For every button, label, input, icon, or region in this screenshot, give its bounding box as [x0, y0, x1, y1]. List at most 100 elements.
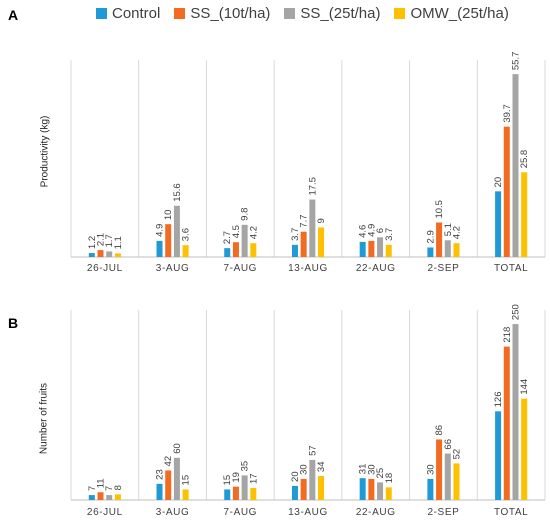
panel-a-data-label: 4.9 [155, 224, 166, 237]
panel-a-x-tick-label: 7-AUG [224, 263, 258, 274]
panel-b-data-label: 218 [502, 327, 513, 343]
panel-a-x-tick-label: 13-AUG [288, 263, 328, 274]
panel-a-data-label: 2.7 [222, 231, 233, 244]
panel-a-bar [368, 240, 375, 257]
legend-label-ss-10: SS_(10t/ha) [190, 5, 271, 22]
panel-b-bar [385, 487, 392, 500]
panel-b-bar [97, 492, 104, 500]
panel-a-bar [232, 242, 239, 257]
panel-b-bar [165, 470, 172, 500]
panel-a-bar [173, 205, 180, 257]
panel-b-data-label: 60 [172, 443, 183, 454]
panel-b-bar [359, 478, 366, 500]
panel-b-data-label: 18 [384, 473, 395, 484]
panel-a-x-tick-label: 3-AUG [156, 263, 190, 274]
panel-a-bar [241, 224, 248, 257]
panel-b-data-label: 30 [299, 464, 310, 475]
panel-b-data-label: 15 [222, 475, 233, 486]
panel-a-data-label: 5.1 [443, 223, 454, 236]
panel-b-bar [444, 453, 451, 500]
panel-a-data-label: 9.8 [240, 208, 251, 221]
chart-legend: Control SS_(10t/ha) SS_(25t/ha) OMW_(25t… [96, 5, 509, 22]
panel-a-data-label: 4.5 [231, 225, 242, 238]
panel-a-bar [291, 244, 298, 257]
panel-b-data-label: 66 [443, 439, 454, 450]
panel-a-bar [436, 222, 443, 257]
panel-a-data-label: 2.1 [96, 233, 107, 246]
panel-b-bar [309, 459, 316, 500]
panel-b-bar [291, 485, 298, 500]
panel-b-bar [521, 398, 528, 500]
panel-a-bar [359, 241, 366, 257]
panel-b-data-label: 144 [519, 379, 530, 395]
panel-b-data-label: 42 [163, 456, 174, 467]
panel-a-data-label: 1.1 [113, 236, 124, 249]
panel-b-data-label: 7 [104, 486, 115, 491]
panel-a-bar [224, 248, 231, 257]
panel-a-data-label: 4.9 [366, 224, 377, 237]
panel-b-letter: B [8, 315, 19, 331]
panel-a-bar [182, 245, 189, 257]
panel-a-bar [512, 74, 519, 257]
panel-a-data-label: 6 [375, 228, 386, 233]
legend-label-ss-25: SS_(25t/ha) [300, 5, 381, 22]
panel-b-bar [427, 478, 434, 500]
panel-a-bar [377, 237, 384, 257]
panel-a-data-label: 25.8 [519, 150, 530, 169]
panel-b-data-label: 57 [307, 445, 318, 456]
panel-b-bar [232, 486, 239, 500]
panel-a-x-tick-label: 2-SEP [427, 263, 459, 274]
panel-a-bar [300, 231, 307, 257]
panel-b-data-label: 30 [425, 464, 436, 475]
panel-b-x-tick-label: 3-AUG [156, 507, 190, 518]
panel-b-bar [318, 476, 325, 500]
panel-a-data-label: 39.7 [502, 104, 513, 123]
panel-a-data-label: 17.5 [307, 177, 318, 196]
panel-b-data-label: 11 [96, 478, 107, 488]
panel-b-data-label: 34 [316, 461, 327, 472]
panel-a-bar [309, 199, 316, 257]
panel-b-data-label: 30 [366, 464, 377, 475]
panel-a-data-label: 4.2 [451, 226, 462, 239]
panel-a-data-label: 10 [163, 210, 174, 221]
panel-a-x-tick-label: TOTAL [494, 263, 528, 274]
panel-a-data-label: 20 [493, 177, 504, 188]
panel-b-data-label: 23 [155, 469, 166, 480]
legend-item-ss-10: SS_(10t/ha) [174, 5, 270, 22]
panel-a-data-label: 4.6 [358, 225, 369, 238]
panel-b-bar [182, 489, 189, 500]
legend-swatch-ss-10 [174, 8, 186, 19]
panel-a-bar [444, 240, 451, 257]
panel-b-data-label: 31 [358, 464, 369, 475]
panel-b-bar [453, 463, 460, 500]
panel-b-data-label: 7 [87, 486, 98, 491]
panel-a-bar [106, 251, 113, 257]
panel-b-bar [173, 457, 180, 500]
legend-swatch-ss-25 [284, 8, 296, 19]
panel-a-data-label: 9 [316, 218, 327, 223]
panel-b-data-label: 8 [113, 485, 124, 490]
panel-b-bar [241, 475, 248, 500]
panel-b-x-tick-label: 7-AUG [224, 507, 258, 518]
panel-a-bar [427, 247, 434, 257]
panel-a-bar [385, 244, 392, 257]
panel-a-bar [250, 243, 257, 257]
panel-b-data-label: 20 [290, 471, 301, 482]
panel-b-data-label: 35 [240, 461, 251, 472]
panel-b-data-label: 126 [493, 391, 504, 407]
panel-b-data-label: 52 [451, 449, 462, 460]
panel-a-bar [97, 250, 104, 257]
legend-label-omw-25: OMW_(25t/ha) [410, 5, 509, 22]
panel-a-bar [453, 243, 460, 257]
panel-a-letter: A [8, 7, 19, 23]
panel-a-bar [114, 253, 121, 257]
panel-a-x-tick-label: 22-AUG [356, 263, 396, 274]
panel-b-data-label: 17 [248, 473, 259, 484]
panel-a-bar [521, 172, 528, 257]
panel-b-bar [495, 411, 502, 500]
panel-a-data-label: 10.5 [434, 200, 445, 219]
panel-a-bar [165, 224, 172, 257]
panel-a-data-label: 15.6 [172, 183, 183, 202]
panel-b-bar [300, 478, 307, 500]
legend-swatch-control [96, 8, 107, 19]
